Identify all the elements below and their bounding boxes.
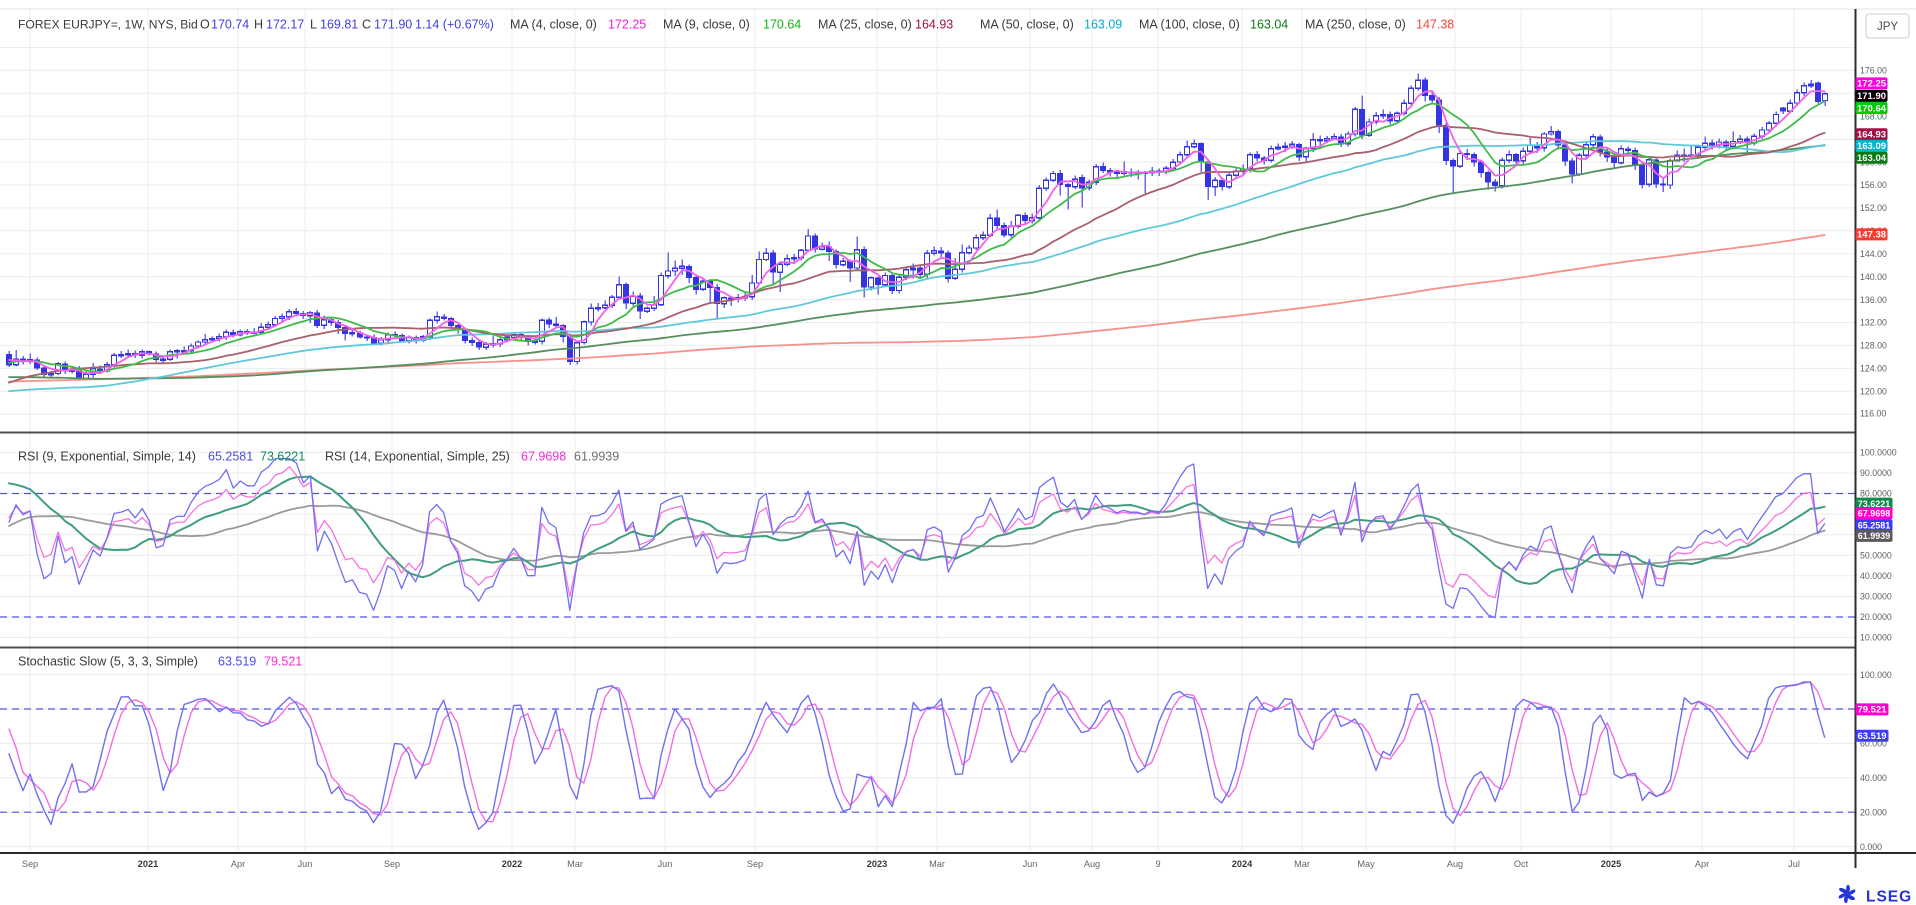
- svg-text:164.93: 164.93: [915, 18, 953, 32]
- svg-text:C: C: [362, 18, 371, 32]
- svg-text:Mar: Mar: [567, 859, 583, 869]
- svg-text:MA (50, close, 0): MA (50, close, 0): [980, 18, 1074, 32]
- svg-text:170.64: 170.64: [763, 18, 801, 32]
- svg-text:L: L: [310, 18, 317, 32]
- svg-text:120.00: 120.00: [1860, 387, 1887, 397]
- svg-text:164.93: 164.93: [1857, 130, 1886, 141]
- svg-text:JPY: JPY: [1877, 21, 1898, 33]
- svg-text:61.9939: 61.9939: [1858, 531, 1891, 541]
- svg-text:1.14 (+0.67%): 1.14 (+0.67%): [415, 18, 494, 32]
- svg-text:Jun: Jun: [1023, 859, 1038, 869]
- svg-text:67.9698: 67.9698: [1858, 509, 1891, 519]
- svg-text:Jul: Jul: [1788, 859, 1800, 869]
- svg-text:63.519: 63.519: [218, 655, 256, 669]
- svg-text:LSEG: LSEG: [1866, 889, 1912, 905]
- svg-text:2021: 2021: [138, 859, 158, 869]
- svg-text:RSI (9, Exponential, Simple, 1: RSI (9, Exponential, Simple, 14): [18, 450, 196, 464]
- svg-text:2024: 2024: [1232, 859, 1253, 869]
- svg-text:Mar: Mar: [929, 859, 945, 869]
- svg-text:63.519: 63.519: [1857, 731, 1886, 742]
- svg-text:90.0000: 90.0000: [1860, 468, 1892, 478]
- svg-text:Aug: Aug: [1447, 859, 1463, 869]
- svg-text:9: 9: [1155, 859, 1160, 869]
- svg-text:H: H: [254, 18, 263, 32]
- svg-text:Apr: Apr: [1695, 859, 1709, 869]
- svg-text:10.0000: 10.0000: [1860, 633, 1892, 643]
- svg-text:Sep: Sep: [747, 859, 763, 869]
- svg-text:171.90: 171.90: [374, 18, 412, 32]
- svg-text:171.90: 171.90: [1857, 91, 1886, 102]
- svg-text:Mar: Mar: [1294, 859, 1310, 869]
- svg-text:20.0000: 20.0000: [1860, 612, 1892, 622]
- svg-text:172.25: 172.25: [1857, 79, 1887, 90]
- svg-text:2022: 2022: [502, 859, 522, 869]
- svg-text:50.0000: 50.0000: [1860, 551, 1892, 561]
- svg-text:Oct: Oct: [1514, 859, 1529, 869]
- svg-text:30.0000: 30.0000: [1860, 592, 1892, 602]
- svg-text:140.00: 140.00: [1860, 272, 1887, 282]
- svg-text:169.81: 169.81: [320, 18, 358, 32]
- svg-text:May: May: [1357, 859, 1375, 869]
- svg-text:100.000: 100.000: [1860, 670, 1892, 680]
- svg-text:116.00: 116.00: [1860, 409, 1886, 419]
- svg-text:40.0000: 40.0000: [1860, 571, 1892, 581]
- svg-text:65.2581: 65.2581: [1858, 521, 1891, 531]
- svg-text:172.17: 172.17: [266, 18, 304, 32]
- svg-text:MA (100, close, 0): MA (100, close, 0): [1139, 18, 1240, 32]
- svg-text:2025: 2025: [1601, 859, 1621, 869]
- svg-text:73.6221: 73.6221: [1858, 499, 1891, 509]
- svg-text:Aug: Aug: [1084, 859, 1100, 869]
- svg-text:RSI (14, Exponential, Simple,: RSI (14, Exponential, Simple, 25): [325, 450, 510, 464]
- svg-text:80.0000: 80.0000: [1860, 489, 1892, 499]
- svg-text:136.00: 136.00: [1860, 295, 1887, 305]
- svg-text:MA (9, close, 0): MA (9, close, 0): [663, 18, 750, 32]
- svg-text:FOREX EURJPY=, 1W, NYS, Bid: FOREX EURJPY=, 1W, NYS, Bid: [18, 18, 198, 32]
- svg-text:124.00: 124.00: [1860, 364, 1887, 374]
- svg-text:MA (250, close, 0): MA (250, close, 0): [1305, 18, 1406, 32]
- svg-text:152.00: 152.00: [1860, 203, 1887, 213]
- svg-text:176.00: 176.00: [1860, 66, 1887, 76]
- svg-text:144.00: 144.00: [1860, 249, 1887, 259]
- svg-text:73.6221: 73.6221: [260, 450, 305, 464]
- svg-text:132.00: 132.00: [1860, 318, 1887, 328]
- svg-text:40.000: 40.000: [1860, 773, 1887, 783]
- svg-text:170.74: 170.74: [211, 18, 249, 32]
- svg-text:65.2581: 65.2581: [208, 450, 253, 464]
- svg-text:2023: 2023: [867, 859, 887, 869]
- svg-text:163.04: 163.04: [1250, 18, 1288, 32]
- svg-text:Stochastic Slow (5, 3, 3, Simp: Stochastic Slow (5, 3, 3, Simple): [18, 655, 198, 669]
- svg-text:60.000: 60.000: [1860, 739, 1887, 749]
- svg-text:Apr: Apr: [231, 859, 245, 869]
- svg-text:0.000: 0.000: [1860, 842, 1882, 852]
- svg-text:Sep: Sep: [22, 859, 38, 869]
- svg-text:163.04: 163.04: [1857, 153, 1887, 164]
- svg-text:79.521: 79.521: [264, 655, 302, 669]
- svg-text:163.09: 163.09: [1084, 18, 1122, 32]
- svg-text:20.000: 20.000: [1860, 807, 1887, 817]
- svg-text:128.00: 128.00: [1860, 341, 1887, 351]
- svg-text:67.9698: 67.9698: [521, 450, 566, 464]
- svg-text:147.38: 147.38: [1857, 230, 1886, 241]
- svg-text:61.9939: 61.9939: [574, 450, 619, 464]
- svg-text:172.25: 172.25: [608, 18, 646, 32]
- svg-text:Jun: Jun: [298, 859, 313, 869]
- svg-text:147.38: 147.38: [1416, 18, 1454, 32]
- svg-text:156.00: 156.00: [1860, 180, 1887, 190]
- svg-text:168.00: 168.00: [1860, 111, 1887, 121]
- svg-text:163.09: 163.09: [1857, 141, 1886, 152]
- svg-text:O: O: [200, 18, 210, 32]
- svg-text:MA (4, close, 0): MA (4, close, 0): [510, 18, 597, 32]
- svg-text:MA (25, close, 0): MA (25, close, 0): [818, 18, 912, 32]
- svg-text:170.64: 170.64: [1857, 103, 1887, 114]
- svg-text:Sep: Sep: [384, 859, 400, 869]
- svg-text:79.521: 79.521: [1857, 705, 1887, 716]
- svg-text:Jun: Jun: [658, 859, 673, 869]
- svg-text:100.0000: 100.0000: [1860, 448, 1897, 458]
